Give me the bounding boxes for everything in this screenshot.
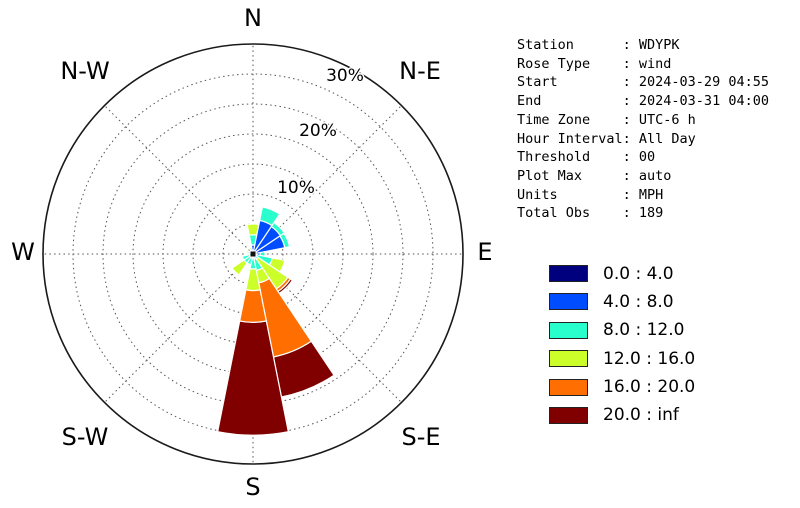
legend-label: 12.0 : 16.0 [603,348,696,369]
legend-swatch [549,321,588,339]
info-row: Total Obs : 189 [517,205,664,222]
info-row: Plot Max : auto [517,167,672,184]
rose-wedge-nne-bin2 [259,206,281,227]
legend-swatch [549,293,588,311]
legend-item: 0.0 : 4.0 [549,263,695,284]
info-row: Hour Interval: All Day [517,130,696,147]
compass-label-n: N [244,4,262,32]
info-row: Rose Type : wind [517,55,672,72]
legend-item: 4.0 : 8.0 [549,291,695,312]
rose-wedge-wnw-bin3 [245,249,250,254]
info-row: Threshold : 00 [517,149,656,166]
info-panel: Station : WDYPK Rose Type : wind Start : 2… [517,36,769,223]
compass-label-e: E [477,238,492,266]
legend-item: 8.0 : 12.0 [549,320,695,341]
radial-tick-label: 10% [277,178,315,198]
compass-label-s: S [245,473,260,501]
grid-spoke [104,105,254,255]
outer-ring [42,43,464,465]
legend-item: 20.0 : inf [549,405,695,426]
rose-wedge-ne-bin2 [270,221,286,237]
radial-tick-label: 20% [299,121,337,141]
info-row: Station : WDYPK [517,37,680,53]
legend-swatch [549,265,588,282]
legend-label: 8.0 : 12.0 [603,320,685,341]
info-row: Time Zone : UTC-6 h [517,111,696,128]
compass-label-w: W [11,238,35,266]
wind-rose-chart: 10% 20% 30% N N-E E S-E S S-W W N-W [11,4,492,501]
compass-label-nw: N-W [60,57,109,85]
legend-swatch [549,406,588,424]
compass-label-se: S-E [401,423,440,451]
radial-tick-label: 30% [326,66,364,86]
legend-swatch [549,350,588,368]
rose-wedge-wsw-bin2 [241,253,252,261]
compass-label-sw: S-W [62,423,109,451]
info-row: Units : MPH [517,186,664,203]
legend-label: 0.0 : 4.0 [603,263,674,284]
grid-spoke [252,253,402,403]
info-row: End : 2024-03-31 04:00 [517,93,769,110]
center-marker [250,251,256,257]
compass-label-ne: N-E [399,57,441,85]
speed-bin-legend: 0.0 : 4.0 4.0 : 8.0 8.0 : 12.0 12.0 : 16.0 1… [549,263,696,435]
legend-label: 20.0 : inf [603,405,679,426]
grid-spoke [252,105,402,255]
rose-wedge-s-bin5 [217,320,289,436]
legend-label: 16.0 : 20.0 [603,377,696,398]
info-row: Start : 2024-03-29 04:55 [517,74,769,91]
rose-wedge-nnw-bin3 [248,246,253,251]
legend-item: 12.0 : 16.0 [549,348,696,369]
grid-spoke [104,253,254,403]
legend-swatch [549,378,588,396]
rose-wedge-ene-bin2 [279,232,291,249]
legend-label: 4.0 : 8.0 [603,291,674,312]
rose-wedge-sw-bin3 [231,259,248,276]
legend-item: 16.0 : 20.0 [549,377,696,398]
